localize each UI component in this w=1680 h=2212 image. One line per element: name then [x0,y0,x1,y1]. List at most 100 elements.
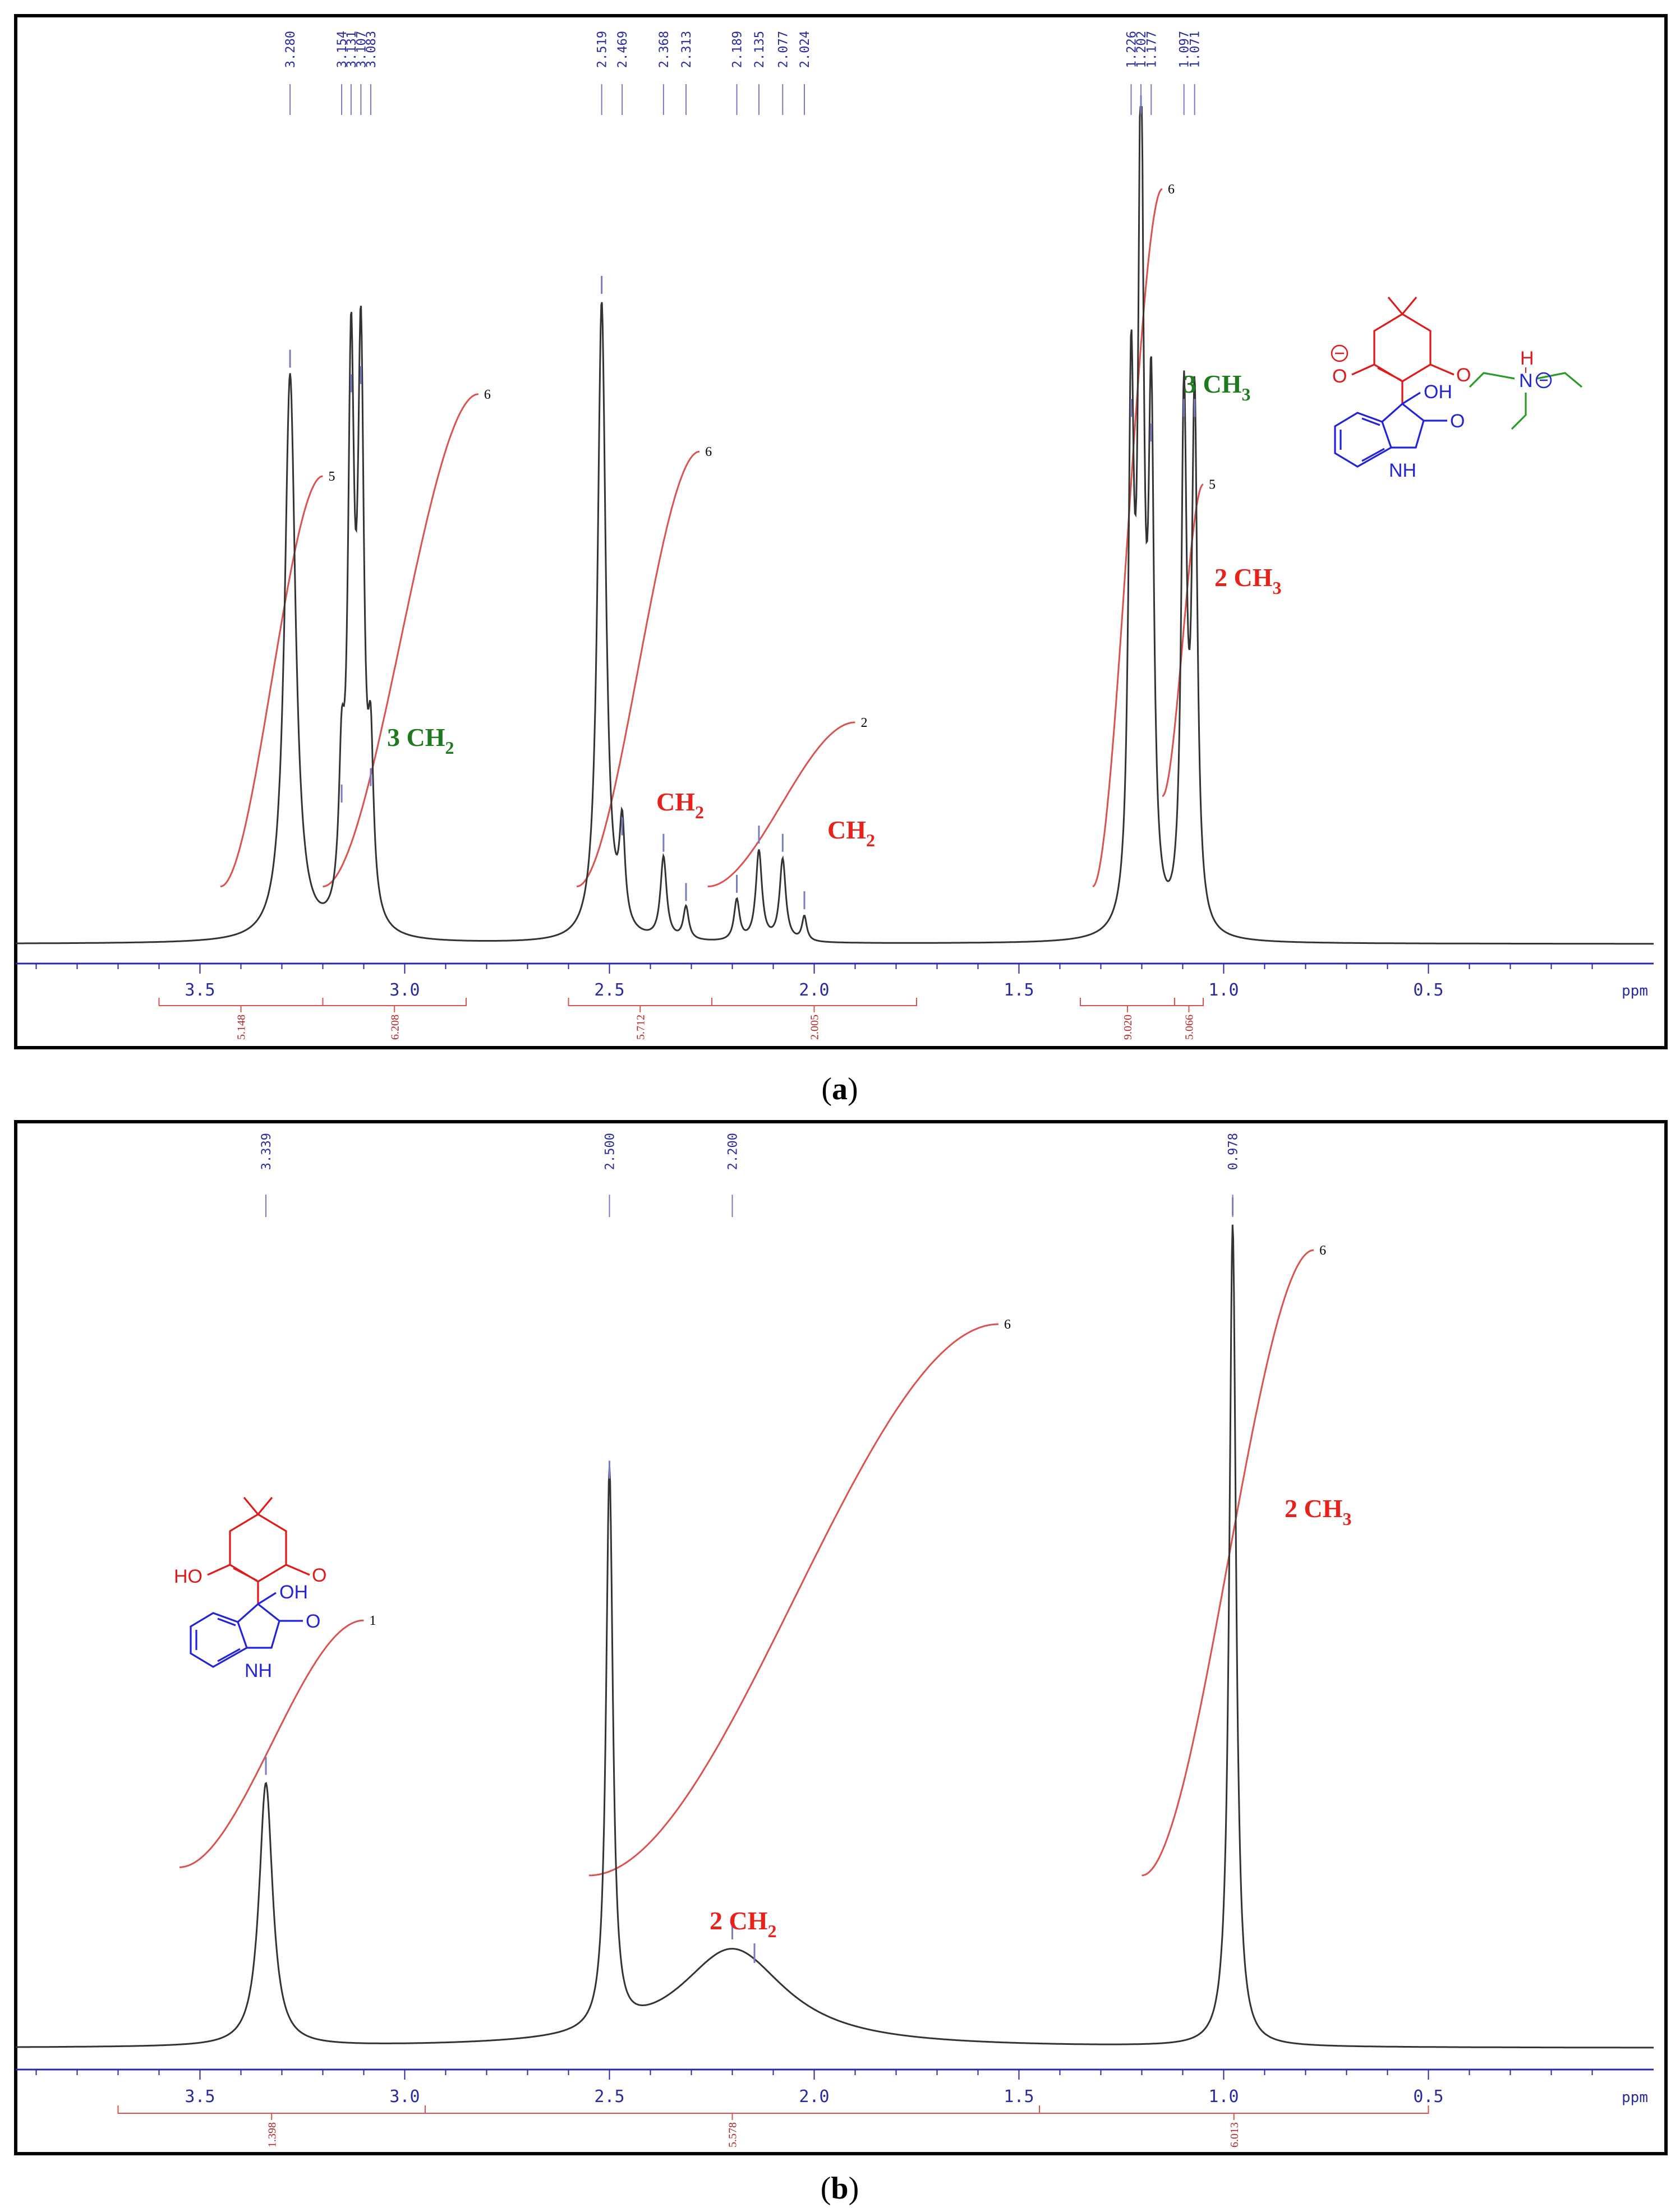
integral-curve-label: 2 [861,716,868,730]
peak-label: 1.202 [1135,31,1149,68]
assignment-main: 2 CH [710,1906,768,1935]
assignment-label: 3 CH3 [1184,370,1251,404]
integral-curve [220,475,323,888]
panel-frame [14,1120,1668,2155]
peak-label: 2.200 [726,1133,740,1170]
molecule-atom-label: O [1450,411,1465,432]
peak-label: 2.313 [680,31,694,68]
peak-label: 2.077 [776,31,790,68]
x-tick-label: 0.5 [1413,2087,1443,2107]
molecule-atom-label: OH [1424,381,1452,403]
x-unit-label: ppm [1622,2089,1648,2106]
double-bond [233,1567,257,1582]
spectrum-line [16,1224,1654,2049]
molecule-atom-label: H [1520,348,1534,369]
benzene-double-bonds [195,1617,241,1662]
peak-label: 1.071 [1189,31,1203,68]
x-tick-label: 2.5 [594,980,624,1000]
peak-label: 3.131 [345,31,359,68]
integration-bracket [1173,998,1204,1012]
integration-bracket [1080,998,1175,1012]
caption-close: ) [849,2171,859,2206]
integration-bracket [117,2105,426,2120]
chart-panel-b: 1 6 6 3.339 2.500 2.200 0.978 3.5 3.0 2.5 2.0 1.5 1.… [14,1120,1668,2206]
assignment-main: CH [656,787,695,816]
integral-curve [1142,1249,1314,1877]
integral-curve-label: 6 [705,445,712,459]
caption-open: ( [821,1072,832,1107]
caption-letter: b [831,2171,848,2206]
integration-bracket [568,998,712,1012]
assignment-label: CH2 [656,787,704,822]
integral-curve-label: 6 [484,388,491,402]
assignment-main: 3 CH [387,723,445,752]
spectrum-line [16,106,1654,945]
x-unit-label: ppm [1622,983,1648,999]
oxindole-5ring [237,1602,280,1649]
assignment-label: CH2 [827,815,875,850]
integration-value: 6.208 [389,1015,401,1040]
integration-value: 5.578 [727,2122,739,2148]
integration-value: 1.398 [266,2122,278,2148]
x-tick-label: 1.5 [1004,980,1034,1000]
integration-value: 6.013 [1228,2122,1241,2148]
molecule-atom-label: OH [279,1582,308,1603]
assignment-subscript: 2 [695,802,704,822]
gem-dimethyl [243,1496,273,1515]
benzene-ring [190,1612,247,1668]
peak-label: 1.177 [1145,31,1159,68]
x-tick-label: 3.0 [389,2087,420,2107]
caption-open: ( [821,2171,831,2206]
x-tick-label: 3.0 [389,980,420,1000]
integral-curve [576,450,700,888]
assignment-subscript: 3 [1242,384,1251,404]
peak-label: 2.519 [596,31,610,68]
assignment-subscript: 3 [1343,1509,1352,1529]
integral-curve-label: 6 [1004,1317,1011,1332]
assignment-subscript: 2 [866,830,875,850]
integration-bracket [158,998,324,1012]
carbonyl-bond [286,1564,310,1576]
triethylamine [1469,372,1583,430]
integral-curve [707,721,855,888]
enol-bond [1351,363,1375,376]
x-tick-label: 1.5 [1004,2087,1034,2107]
peak-label: 2.024 [798,31,812,68]
x-tick-label: 2.0 [799,2087,829,2107]
peak-label: 2.469 [616,31,630,68]
molecule-atom-label: NH [1389,460,1416,481]
integral-curve [1092,188,1163,888]
negative-charge-icon [1331,344,1348,362]
oh-bond [257,1592,277,1605]
molecule-atom-label: N [1519,370,1533,391]
peak-label: 3.280 [284,31,298,68]
assignment-label: 3 CH2 [387,723,454,758]
integral-curve-label: 6 [1168,182,1175,197]
molecule-atom-label: O [306,1611,320,1632]
carbonyl-bond [1430,363,1455,376]
assignment-main: 2 CH [1285,1494,1343,1523]
assignment-label: 2 CH3 [1285,1494,1352,1529]
molecule-atom-label: O [1332,366,1347,387]
negative-charge-icon [1535,372,1552,389]
panel-frame [14,14,1668,1049]
peak-label: 2.500 [604,1133,618,1170]
integration-bracket [1039,2105,1429,2120]
peak-label: 3.083 [365,31,379,68]
integration-value: 5.148 [236,1015,248,1040]
integral-curve [323,393,479,888]
peak-label: 2.135 [753,31,767,68]
peak-label: 1.097 [1178,31,1192,68]
x-tick-label: 1.0 [1208,2087,1239,2107]
assignment-label: 2 CH2 [710,1906,777,1941]
molecule-atom-label: O [1456,365,1471,386]
x-tick-label: 3.5 [185,2087,215,2107]
peak-label: 3.154 [335,31,349,68]
x-tick-label: 0.5 [1413,980,1443,1000]
double-bond [1377,367,1402,381]
peak-label: 0.978 [1227,1133,1241,1170]
assignment-main: 3 CH [1184,370,1242,398]
